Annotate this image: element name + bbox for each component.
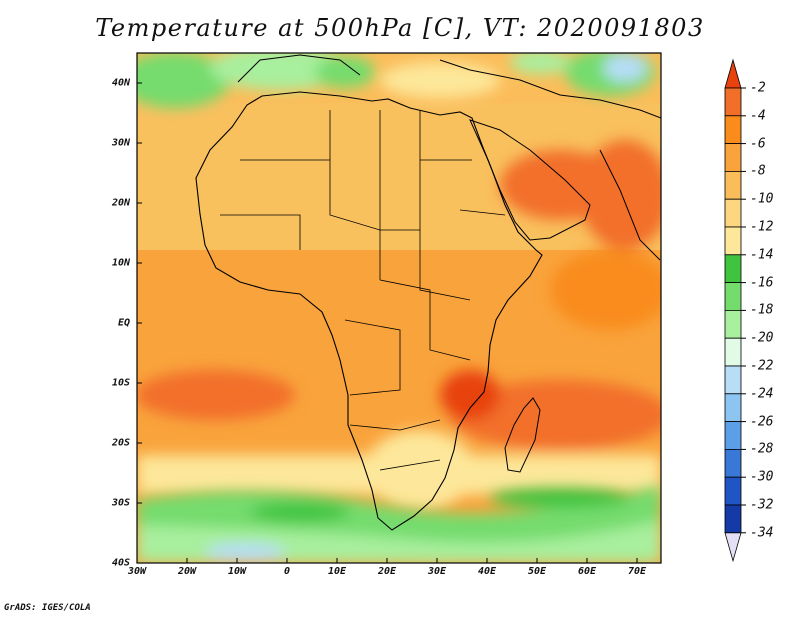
colorbar-segment — [724, 504, 742, 534]
arabia-outline — [469, 119, 591, 241]
field-south-blue — [205, 543, 285, 561]
colorbar-segment — [724, 115, 742, 145]
colorbar-bottom-arrow — [724, 532, 742, 563]
country-borders — [220, 110, 506, 471]
lon-label: 30E — [427, 566, 447, 577]
field-indian-hot — [450, 380, 661, 450]
colorbar-label: -28 — [750, 441, 774, 457]
lon-label: 40E — [477, 566, 497, 577]
field-north-green-west — [137, 53, 230, 108]
colorbar-label: -24 — [750, 386, 774, 402]
lat-label: 30S — [111, 497, 130, 509]
colorbar-label: -32 — [750, 497, 774, 513]
africa-coastline — [195, 91, 543, 531]
credit-text: GrADS: IGES/COLA — [4, 603, 91, 613]
field-north-blue — [603, 54, 647, 82]
colorbar-segment — [724, 337, 742, 367]
lon-label: 70E — [627, 566, 647, 577]
colorbar-segment — [724, 421, 742, 450]
lat-label: 40S — [111, 557, 130, 569]
colorbar-label: -20 — [750, 330, 774, 346]
colorbar-label: -2 — [750, 80, 766, 96]
lon-label: 30W — [127, 566, 147, 577]
lon-label: 20E — [377, 566, 397, 577]
lon-label: 60E — [577, 566, 597, 577]
colorbar-segment — [724, 198, 742, 228]
colorbar-segment — [724, 365, 742, 395]
colorbar-label: -34 — [750, 525, 774, 541]
colorbar-segment — [724, 393, 742, 422]
colorbar-segment — [724, 448, 742, 478]
field-sw-atlantic-hot — [137, 370, 295, 420]
colorbar-label: -8 — [750, 163, 766, 179]
colorbar-segment — [724, 226, 742, 256]
colorbar-label: -16 — [750, 275, 774, 291]
madagascar-outline — [504, 397, 541, 473]
colorbar-top-arrow — [724, 58, 742, 89]
colorbar-segment — [724, 254, 742, 284]
colorbar-segment — [724, 170, 742, 200]
colorbar-label: -26 — [750, 414, 774, 430]
colorbar-label: -10 — [750, 191, 774, 207]
lat-label: 10N — [111, 257, 130, 269]
colorbar-label: -18 — [750, 302, 774, 318]
colorbar-label: -22 — [750, 358, 774, 374]
eurasia-coast — [439, 59, 661, 119]
colorbar-label: -30 — [750, 469, 774, 485]
colorbar-label: -14 — [750, 247, 774, 263]
lon-label: 10W — [227, 566, 247, 577]
colorbar-segment — [724, 143, 742, 172]
lon-label: 20W — [177, 566, 197, 577]
colorbar-label: -4 — [750, 108, 766, 124]
lat-label: EQ — [117, 317, 130, 329]
axis-ticks — [136, 82, 638, 564]
colorbar-label: -12 — [750, 219, 774, 235]
lon-label: 50E — [527, 566, 547, 577]
chart-title: Temperature at 500hPa [C], VT: 202009180… — [95, 14, 705, 42]
lon-label: 10E — [327, 566, 347, 577]
india-coast — [599, 149, 661, 261]
colorbar-segment — [724, 476, 742, 506]
colorbar-segment — [724, 87, 742, 117]
colorbar-segment — [724, 309, 742, 339]
field-north-green-mid — [210, 53, 350, 90]
lat-label: 40N — [111, 77, 130, 89]
lat-label: 10S — [111, 377, 130, 389]
field-north-green-iberia — [315, 56, 375, 88]
iberia-coast — [237, 54, 361, 83]
colorbar-label: -6 — [750, 136, 766, 152]
lat-label: 20S — [111, 437, 130, 449]
lat-label: 30N — [111, 137, 130, 149]
lon-label: 0 — [283, 566, 291, 577]
temperature-field — [137, 53, 661, 563]
lat-label: 20N — [111, 197, 130, 209]
colorbar-segment — [724, 282, 742, 311]
plot-frame — [136, 52, 662, 564]
